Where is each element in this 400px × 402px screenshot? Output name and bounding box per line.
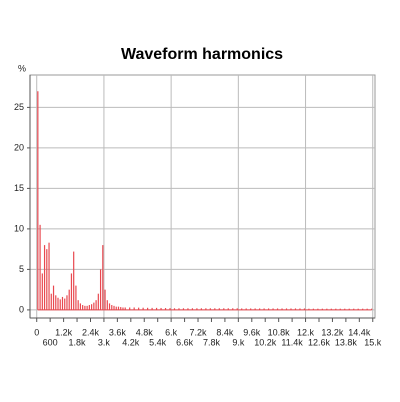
- x-tick-label: 9.k: [232, 337, 245, 347]
- x-tick-label: 1.2k: [55, 327, 73, 337]
- x-tick-label: 11.4k: [281, 337, 303, 347]
- x-tick-label: 6.6k: [176, 337, 194, 347]
- x-tick-label: 6.k: [165, 327, 178, 337]
- x-tick-label: 0: [34, 327, 39, 337]
- x-tick-label: 7.2k: [190, 327, 208, 337]
- y-tick-label: 25: [14, 102, 24, 112]
- y-tick-label: 0: [19, 304, 24, 314]
- x-tick-label: 600: [43, 337, 58, 347]
- x-tick-label: 5.4k: [149, 337, 167, 347]
- y-tick-label: 5: [19, 264, 24, 274]
- x-tick-label: 2.4k: [82, 327, 100, 337]
- x-tick-label: 7.8k: [203, 337, 221, 347]
- y-tick-label: 20: [14, 142, 24, 152]
- x-tick-label: 12.k: [297, 327, 315, 337]
- x-tick-label: 3.k: [98, 337, 111, 347]
- x-tick-label: 9.6k: [243, 327, 261, 337]
- x-tick-label: 4.8k: [136, 327, 154, 337]
- x-tick-label: 13.2k: [321, 327, 344, 337]
- x-tick-label: 15.k: [364, 337, 382, 347]
- chart-title: Waveform harmonics: [121, 46, 283, 63]
- x-tick-label: 10.8k: [268, 327, 291, 337]
- x-tick-label: 14.4k: [348, 327, 371, 337]
- plot-area: [29, 74, 376, 319]
- y-axis-label: %: [18, 63, 26, 73]
- x-tick-label: 10.2k: [254, 337, 277, 347]
- y-tick-label: 10: [14, 223, 24, 233]
- x-tick-label: 13.8k: [335, 337, 358, 347]
- x-tick-label: 1.8k: [69, 337, 87, 347]
- x-tick-label: 3.6k: [109, 327, 127, 337]
- x-tick-label: 8.4k: [216, 327, 234, 337]
- x-tick-label: 4.2k: [122, 337, 140, 347]
- x-tick-label: 12.6k: [308, 337, 331, 347]
- y-tick-label: 15: [14, 183, 24, 193]
